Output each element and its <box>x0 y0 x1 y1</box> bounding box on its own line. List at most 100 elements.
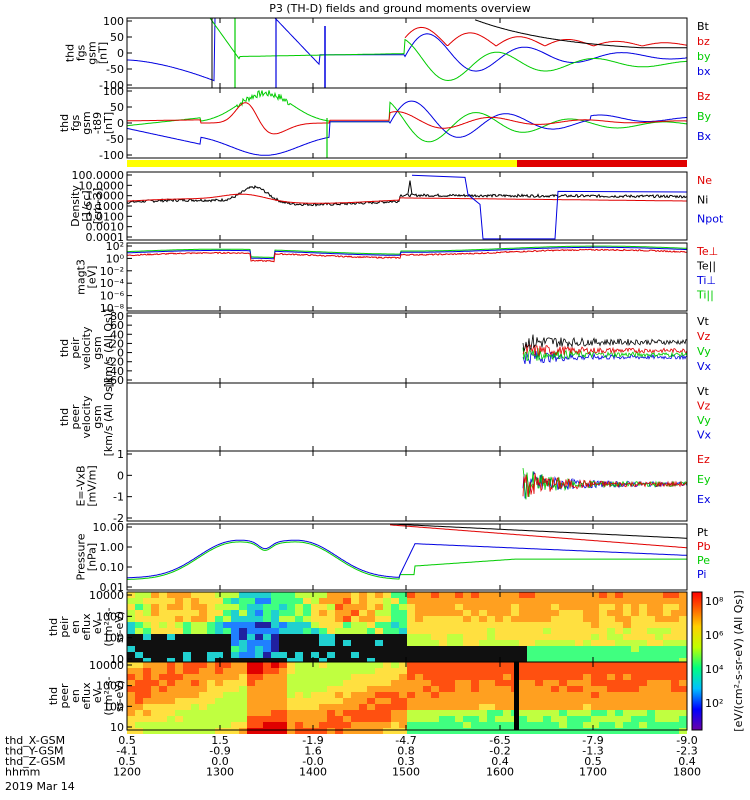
series-Ti|| <box>127 245 687 258</box>
y-axis-label: velocity <box>80 326 93 369</box>
y-tick-label: -40 <box>106 365 124 378</box>
date-label: 2019 Mar 14 <box>5 780 75 793</box>
series-Ni <box>127 185 687 207</box>
y-axis-label: fgs <box>75 44 88 61</box>
x-tick-label: 0.5 <box>118 734 136 747</box>
series-Pb <box>390 524 687 549</box>
y-axis-label: peir <box>69 337 82 359</box>
x-tick-label: 1.5 <box>211 734 229 747</box>
series-By <box>127 90 687 143</box>
y-axis-label: thd <box>58 408 71 426</box>
legend-entry: Vx <box>697 360 712 373</box>
y-tick-label: 10⁻² <box>100 265 124 278</box>
legend-entry: Bz <box>697 90 711 103</box>
series-Ez <box>522 472 687 497</box>
y-axis-label: [km/s (All Qs)] <box>102 378 115 457</box>
spectrogram-gap <box>514 662 519 730</box>
x-tick-label: -2.3 <box>676 745 697 758</box>
y-axis-label: sr-eV) <box>113 680 126 712</box>
y-tick-label: 80 <box>110 310 124 323</box>
x-tick-label: 0.3 <box>397 755 415 768</box>
y-tick-label: 100 <box>103 85 124 98</box>
series-Pe <box>127 541 687 580</box>
y-axis-label: Pressure <box>75 533 88 580</box>
x-tick-label: 1500 <box>392 766 420 779</box>
x-tick-label: 0.8 <box>397 745 415 758</box>
status-bar-red <box>517 160 687 167</box>
y-axis-label: [km/s (All Qs)] <box>102 309 115 388</box>
legend-entry: Pt <box>697 526 709 539</box>
colorbar-tick: 10² <box>705 697 723 710</box>
y-axis-label: sr-eV) <box>113 611 126 643</box>
y-axis-label: peer <box>58 683 71 709</box>
y-tick-label: 0 <box>117 47 124 60</box>
x-tick-label: -6.5 <box>489 734 510 747</box>
colorbar <box>691 591 703 731</box>
x-tick-label: 0.4 <box>491 755 509 768</box>
y-axis-label: thd <box>58 114 71 132</box>
y-tick-label: 0 <box>117 347 124 360</box>
x-tick-label: 1600 <box>486 766 514 779</box>
y-axis-label: [mV/m] <box>86 465 99 506</box>
series-Bz <box>127 102 687 135</box>
y-tick-label: 0.0100 <box>86 210 125 223</box>
series-by <box>127 18 687 82</box>
series-Vy <box>522 347 687 362</box>
series-Ne <box>127 193 687 204</box>
x-tick-label: -4.7 <box>395 734 416 747</box>
y-axis-label: [nT] <box>97 42 110 64</box>
y-axis-label: [1/cc] <box>80 190 93 221</box>
y-axis-label: en <box>69 620 82 634</box>
x-tick-label: 0.5 <box>118 755 136 768</box>
y-tick-label: 0.10 <box>100 561 125 574</box>
legend-entry: Te⊥ <box>696 245 718 258</box>
y-axis-label: (cm²-s- <box>102 676 115 715</box>
figure-title: P3 (TH-D) fields and ground moments over… <box>269 2 531 15</box>
y-axis-label: peir <box>58 616 71 638</box>
x-row-label: hhmm <box>5 766 40 779</box>
y-tick-label: -50 <box>106 63 124 76</box>
panel-frame <box>126 450 688 522</box>
y-tick-label: 10000 <box>89 589 124 602</box>
y-axis-label: eflux <box>80 613 93 641</box>
series-bt <box>474 19 687 49</box>
series-Pi <box>127 539 687 579</box>
legend-entry: Ez <box>697 453 710 466</box>
x-tick-label: 1300 <box>206 766 234 779</box>
y-tick-label: 1.00 <box>100 541 125 554</box>
x-tick-label: 1.6 <box>304 745 322 758</box>
x-tick-label: 1800 <box>673 766 701 779</box>
y-axis-label: eflux <box>80 682 93 710</box>
y-axis-label: magt3 <box>75 259 88 295</box>
x-tick-label: 0.4 <box>678 755 696 768</box>
legend-entry: Pi <box>697 568 706 581</box>
legend-entry: Vy <box>697 345 711 358</box>
series-bx <box>127 18 687 82</box>
legend-entry: Ex <box>697 493 711 506</box>
y-axis-label: thd <box>64 44 77 62</box>
y-axis-label: velocity <box>80 395 93 438</box>
legend-entry: Pe <box>697 554 710 567</box>
x-tick-label: -1.3 <box>582 745 603 758</box>
y-tick-label: 0.0001 <box>86 231 125 244</box>
legend-entry: Bx <box>697 130 712 143</box>
x-tick-label: -0.9 <box>209 745 230 758</box>
x-row-label: thd_Z-GSM <box>5 755 65 768</box>
y-tick-label: -1 <box>113 491 124 504</box>
y-tick-label: -60 <box>106 374 124 387</box>
legend-entry: Vy <box>697 414 711 427</box>
axes-layer <box>126 17 703 731</box>
x-tick-label: -9.0 <box>676 734 697 747</box>
y-tick-label: 100.0000 <box>72 169 125 182</box>
y-axis-label: gsm <box>80 111 93 134</box>
y-axis-label: gsm <box>86 41 99 64</box>
panel-frame <box>126 382 688 452</box>
spectrogram-ion <box>127 592 687 664</box>
y-tick-label: 10 <box>110 721 124 734</box>
y-axis-label: (cm²-s- <box>102 607 115 646</box>
y-tick-label: -20 <box>106 356 124 369</box>
y-tick-label: -2 <box>113 512 124 525</box>
colorbar-tick: 10⁶ <box>705 629 724 642</box>
y-tick-label: -100 <box>99 79 124 92</box>
y-tick-label: 50 <box>110 101 124 114</box>
